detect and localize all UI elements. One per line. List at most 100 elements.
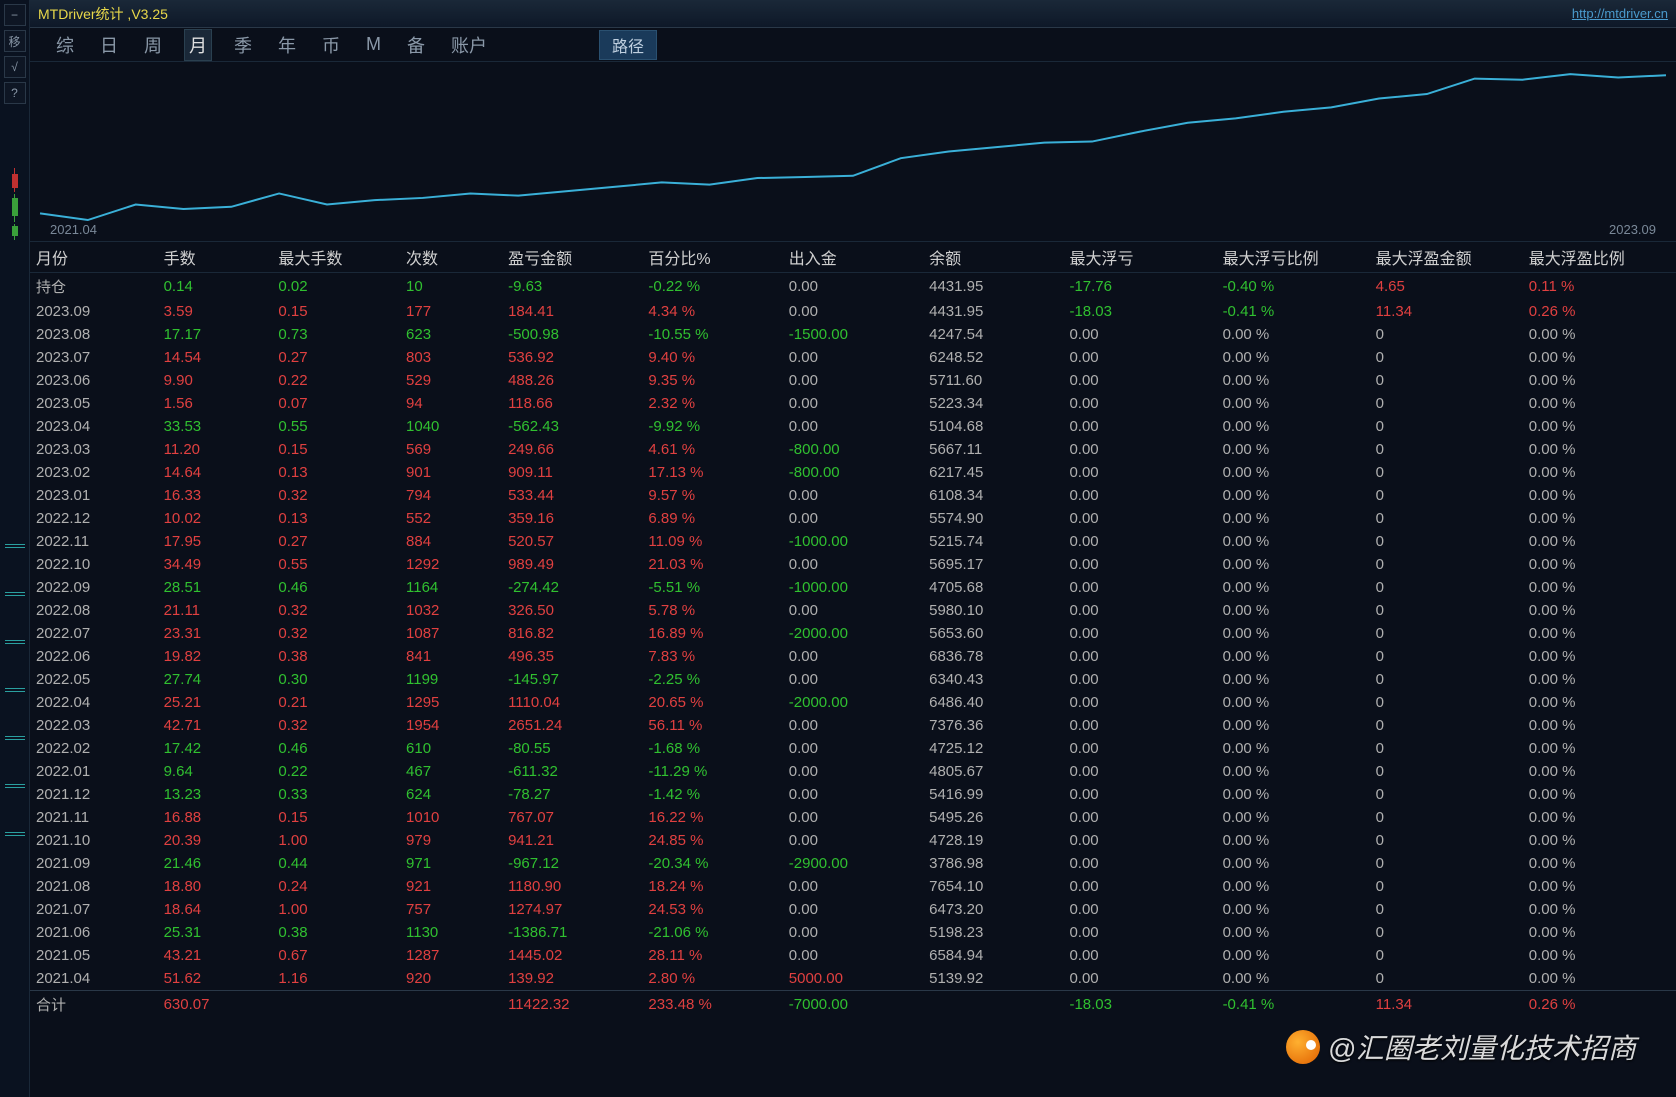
row-month: 2023.07 (30, 346, 158, 369)
cell: 1199 (400, 668, 502, 691)
cell: 4805.67 (923, 760, 1063, 783)
column-header[interactable]: 盈亏金额 (502, 242, 642, 273)
table-header-row: 月份手数最大手数次数盈亏金额百分比%出入金余额最大浮亏最大浮亏比例最大浮盈金额最… (30, 242, 1676, 273)
cell: 0.00 (783, 668, 923, 691)
column-header[interactable]: 最大浮盈比例 (1523, 242, 1676, 273)
app-url-link[interactable]: http://mtdriver.cn (1572, 6, 1668, 21)
path-button[interactable]: 路径 (599, 30, 657, 60)
row-month: 2021.11 (30, 806, 158, 829)
cell: 139.92 (502, 967, 642, 991)
cell: 0.00 % (1523, 530, 1676, 553)
cell: -11.29 % (642, 760, 782, 783)
cell: 5198.23 (923, 921, 1063, 944)
cell: 0.00 % (1217, 484, 1370, 507)
column-header[interactable]: 出入金 (783, 242, 923, 273)
cell: 1040 (400, 415, 502, 438)
cell: 42.71 (158, 714, 273, 737)
cell: 0.00 % (1217, 783, 1370, 806)
cell: 0.00 % (1217, 599, 1370, 622)
cell: 0.00 % (1217, 668, 1370, 691)
column-header[interactable]: 最大浮盈金额 (1370, 242, 1523, 273)
cell: 5695.17 (923, 553, 1063, 576)
cell: 0.26 % (1523, 991, 1676, 1019)
cell: -0.40 % (1217, 273, 1370, 301)
cell: 0.00 (783, 553, 923, 576)
tab-综[interactable]: 综 (52, 30, 78, 60)
cell: 18.24 % (642, 875, 782, 898)
row-month: 2021.12 (30, 783, 158, 806)
cell: 359.16 (502, 507, 642, 530)
table-row: 2021.0921.460.44971-967.12-20.34 %-2900.… (30, 852, 1676, 875)
cell: 0.00 (1063, 806, 1216, 829)
cell: 0.38 (272, 645, 400, 668)
cell: 0 (1370, 691, 1523, 714)
cell: 496.35 (502, 645, 642, 668)
tab-年[interactable]: 年 (274, 30, 300, 60)
column-header[interactable]: 次数 (400, 242, 502, 273)
cell: 757 (400, 898, 502, 921)
cell: 0.00 % (1217, 691, 1370, 714)
cell: 536.92 (502, 346, 642, 369)
column-header[interactable]: 手数 (158, 242, 273, 273)
tab-日[interactable]: 日 (96, 30, 122, 60)
table-row: 2021.0451.621.16920139.922.80 %5000.0051… (30, 967, 1676, 991)
cell: 0.13 (272, 461, 400, 484)
cell: 0 (1370, 438, 1523, 461)
cell: 5223.34 (923, 392, 1063, 415)
tab-月[interactable]: 月 (184, 29, 212, 61)
tab-账户[interactable]: 账户 (447, 30, 491, 60)
column-header[interactable]: 月份 (30, 242, 158, 273)
cell: 0.22 (272, 760, 400, 783)
cell: 0.11 % (1523, 273, 1676, 301)
cell: 0.00 (783, 484, 923, 507)
cell: 0.00 % (1523, 645, 1676, 668)
cell: 989.49 (502, 553, 642, 576)
cell: 17.95 (158, 530, 273, 553)
cell: -0.41 % (1217, 991, 1370, 1019)
cell: 1087 (400, 622, 502, 645)
toolbar-check-icon[interactable]: √ (4, 56, 26, 78)
cell: 9.90 (158, 369, 273, 392)
cell: 0.00 % (1217, 806, 1370, 829)
cell: 5104.68 (923, 415, 1063, 438)
tab-币[interactable]: 币 (318, 30, 344, 60)
row-month: 2022.01 (30, 760, 158, 783)
tab-周[interactable]: 周 (140, 30, 166, 60)
column-header[interactable]: 最大浮亏 (1063, 242, 1216, 273)
cell: 0 (1370, 783, 1523, 806)
cell: 1180.90 (502, 875, 642, 898)
cell: 0 (1370, 392, 1523, 415)
chart-x-end-label: 2023.09 (1609, 222, 1656, 237)
tab-备[interactable]: 备 (403, 30, 429, 60)
toolbar-help-icon[interactable]: ? (4, 82, 26, 104)
cell: 0 (1370, 645, 1523, 668)
cell: 0.00 % (1217, 415, 1370, 438)
column-header[interactable]: 最大手数 (272, 242, 400, 273)
cell: 0.00 % (1217, 323, 1370, 346)
column-header[interactable]: 百分比% (642, 242, 782, 273)
cell: 0 (1370, 346, 1523, 369)
table-row: 2021.1020.391.00979941.2124.85 %0.004728… (30, 829, 1676, 852)
cell: 1.00 (272, 829, 400, 852)
table-row: 持仓0.140.0210-9.63-0.22 %0.004431.95-17.7… (30, 273, 1676, 301)
equity-line-chart (30, 62, 1676, 241)
tab-M[interactable]: M (362, 32, 385, 57)
column-header[interactable]: 余额 (923, 242, 1063, 273)
cell: 0.00 (783, 645, 923, 668)
cell: -0.22 % (642, 273, 782, 301)
cell: -78.27 (502, 783, 642, 806)
cell: 0 (1370, 668, 1523, 691)
table-row: 2022.0527.740.301199-145.97-2.25 %0.0063… (30, 668, 1676, 691)
toolbar-move-icon[interactable]: 移 (4, 30, 26, 52)
tab-季[interactable]: 季 (230, 30, 256, 60)
cell: 0 (1370, 415, 1523, 438)
row-month: 2023.04 (30, 415, 158, 438)
cell: 21.46 (158, 852, 273, 875)
cell: 0.00 % (1523, 484, 1676, 507)
toolbar-minimize-icon[interactable]: − (4, 4, 26, 26)
table-row: 2022.1117.950.27884520.5711.09 %-1000.00… (30, 530, 1676, 553)
cell: 794 (400, 484, 502, 507)
cell: 0.32 (272, 484, 400, 507)
column-header[interactable]: 最大浮亏比例 (1217, 242, 1370, 273)
cell: 0 (1370, 323, 1523, 346)
